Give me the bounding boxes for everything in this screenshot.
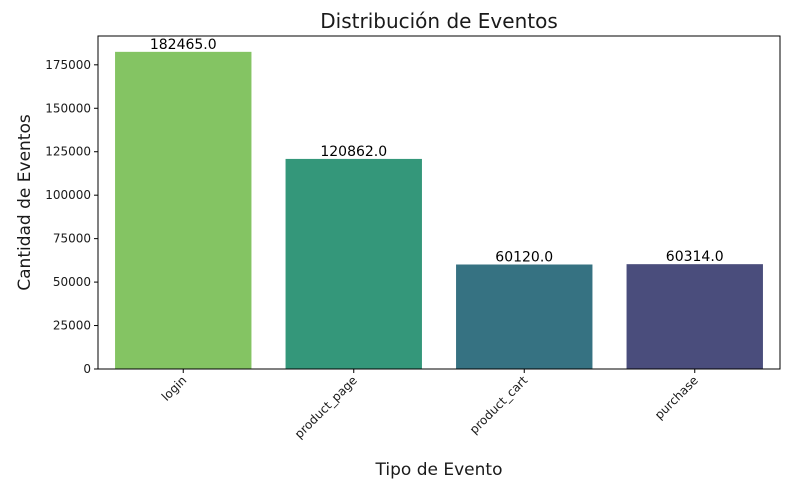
chart-title: Distribución de Eventos	[320, 9, 558, 33]
y-tick-label-150000: 150000	[45, 101, 91, 115]
y-tick-label-175000: 175000	[45, 58, 91, 72]
y-tick-label-25000: 25000	[53, 319, 91, 333]
y-tick-label-0: 0	[83, 362, 91, 376]
data-label-purchase: 60314.0	[666, 249, 724, 265]
x-axis-label: Tipo de Evento	[375, 460, 503, 480]
data-label-login: 182465.0	[150, 37, 217, 53]
x-tick-label-product-cart: product_cart	[467, 373, 531, 437]
y-tick-label-100000: 100000	[45, 188, 91, 202]
data-label-product-cart: 60120.0	[495, 250, 553, 266]
x-tick-label-product-page: product_page	[292, 373, 360, 441]
y-axis-label: Cantidad de Eventos	[15, 114, 35, 291]
x-tick-label-purchase: purchase	[652, 373, 701, 422]
data-label-product-page: 120862.0	[320, 144, 387, 160]
y-tick-label-75000: 75000	[53, 232, 91, 246]
x-tick-label-login: login	[159, 373, 190, 404]
y-tick-label-125000: 125000	[45, 145, 91, 159]
bar-purchase	[626, 264, 763, 369]
data-labels-layer: 182465.0 120862.0 60120.0 60314.0	[150, 37, 724, 266]
plot-frame	[97, 35, 781, 370]
bar-product-cart	[456, 264, 593, 369]
x-axis-ticks: login product_page product_cart purchase	[159, 369, 701, 441]
bar-login	[115, 51, 252, 370]
y-tick-label-50000: 50000	[53, 275, 91, 289]
y-axis-ticks: 0 25000 50000 75000 100000 125000 150000 175000	[45, 58, 98, 376]
bar-product-page	[285, 158, 422, 369]
bars-layer	[115, 51, 763, 370]
